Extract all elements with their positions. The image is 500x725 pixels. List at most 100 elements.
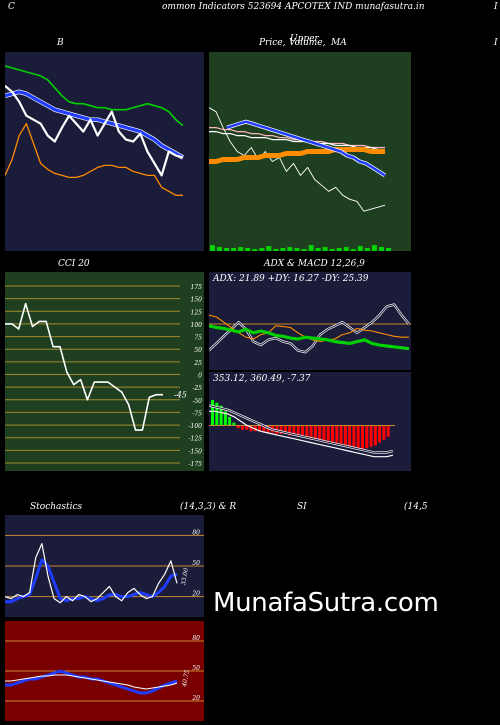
- cci-tick-label: -125: [189, 436, 203, 443]
- cci-tick-label: -100: [189, 423, 203, 430]
- cci-tick-label: -175: [189, 461, 203, 468]
- cci-tick-label: 150: [191, 297, 203, 304]
- macd-histogram-bar: [365, 425, 369, 449]
- volume-bar: [301, 249, 307, 251]
- bollinger-upper-line: [5, 65, 184, 127]
- macd-histogram-bar: [288, 425, 292, 436]
- macd-histogram-bar: [236, 425, 240, 429]
- macd-histogram-bar: [223, 411, 227, 426]
- macd-histogram-bar: [369, 425, 373, 447]
- macd-histogram-bar: [262, 425, 266, 433]
- volume-bar: [245, 248, 251, 251]
- macd-histogram-bar: [335, 425, 339, 444]
- stoch-tick-label: 20: [191, 591, 200, 598]
- macd-histogram-bar: [331, 425, 334, 444]
- macd-histogram-bar: [219, 405, 223, 426]
- bollinger-middle-line: [5, 90, 184, 159]
- price-ma-white-band-line: [209, 130, 385, 151]
- macd-histogram-bar: [215, 402, 219, 426]
- macd-values: 353.12, 360.49, -7.37: [213, 374, 311, 384]
- volume-bar: [308, 245, 314, 251]
- volume-bar: [371, 245, 377, 251]
- macd-histogram-bar: [352, 425, 356, 447]
- macd-histogram-bar: [313, 425, 317, 440]
- macd-histogram-bar: [258, 425, 262, 432]
- macd-histogram-bar: [318, 425, 322, 442]
- macd-histogram-bar: [382, 425, 386, 440]
- volume-bar: [350, 249, 356, 251]
- watermark: MunafaSutra.com: [213, 588, 439, 618]
- page-title: ommon Indicators 523694 APCOTEX IND muna…: [162, 2, 425, 12]
- volume-bar: [315, 248, 321, 251]
- price-ma-orange-line: [209, 147, 385, 164]
- volume-bar: [343, 247, 349, 251]
- macd-histogram-bar: [305, 425, 309, 439]
- macd-histogram-bar: [292, 425, 296, 436]
- price-chart: [209, 107, 391, 251]
- macd-histogram-bar: [378, 425, 382, 443]
- volume-bar: [224, 248, 230, 251]
- macd-histogram-bar: [348, 425, 352, 447]
- volume-bar: [329, 249, 335, 251]
- volume-bar: [273, 249, 279, 251]
- cci-tick-label: 0: [198, 373, 202, 380]
- macd-panel: [209, 372, 411, 471]
- macd-histogram-bar: [339, 425, 343, 446]
- volume-bar: [357, 246, 363, 251]
- price-right-letter: I: [494, 38, 498, 48]
- macd-histogram-bar: [309, 425, 313, 440]
- macd-line: [209, 410, 394, 458]
- cci-current-label: -45: [174, 391, 187, 400]
- macd-signal-inner: [209, 405, 394, 453]
- macd-histogram-bar: [356, 425, 360, 449]
- stoch-k-line: [5, 543, 178, 604]
- volume-bar: [294, 248, 300, 251]
- rsi-smoothed-line: [5, 674, 178, 690]
- price-panel: [209, 52, 411, 251]
- stoch-panel: 80 50 20 33.00: [5, 515, 204, 617]
- header-left-letter: C: [8, 2, 15, 12]
- cci-tick-label: -25: [192, 385, 202, 392]
- rsi-tick-label: 20: [191, 695, 200, 702]
- volume-bar: [336, 248, 342, 251]
- cci-tick-label: 125: [191, 309, 203, 316]
- price-title-c: MA: [331, 38, 347, 48]
- macd-histogram-bar: [241, 425, 244, 430]
- volume-bar: [379, 247, 384, 251]
- bollinger-panel: [5, 52, 204, 251]
- rsi-title-left: SI: [297, 502, 307, 512]
- stoch-title-left: Stochastics: [30, 502, 83, 512]
- volume-bar: [386, 248, 391, 251]
- macd-histogram-bar: [386, 425, 390, 437]
- macd-histogram-bar: [373, 425, 377, 446]
- macd-histogram-bar: [228, 416, 232, 426]
- macd-histogram-bar: [249, 425, 253, 432]
- rsi-panel: 80 50 20 40.75: [5, 621, 204, 721]
- volume-bar: [210, 245, 215, 251]
- macd-histogram-bar: [253, 425, 257, 432]
- cci-tick-label: 175: [191, 284, 203, 291]
- cci-tick-label: 50: [194, 347, 202, 354]
- volume-bar: [231, 248, 237, 251]
- price-title-b: Volume,: [289, 38, 326, 48]
- macd-chart: [209, 399, 395, 458]
- stoch-d-line: [5, 558, 178, 604]
- adx-line: [209, 324, 410, 351]
- macd-histogram-bar: [211, 399, 214, 426]
- adx-panel: [209, 272, 411, 370]
- stoch-tick-label: 50: [192, 560, 200, 567]
- volume-bar: [364, 248, 370, 251]
- macd-histogram-bar: [322, 425, 326, 443]
- stoch-current-label: 33.00: [180, 567, 190, 585]
- volume-bar: [252, 249, 258, 251]
- cci-chart: 175 150 125 100 75 50 25 0 -25 -50 -75 -100 -125 -150…: [5, 284, 203, 468]
- cci-line: [5, 302, 163, 431]
- cci-title: CCI 20: [58, 259, 90, 269]
- macd-histogram-bar: [232, 422, 236, 426]
- price-title-d: Upper: [290, 34, 319, 44]
- cci-tick-label: -150: [189, 448, 203, 455]
- cci-tick-label: -50: [192, 398, 202, 405]
- macd-histogram-bar: [301, 425, 304, 437]
- volume-bar: [280, 248, 286, 251]
- volume-bar: [259, 248, 265, 251]
